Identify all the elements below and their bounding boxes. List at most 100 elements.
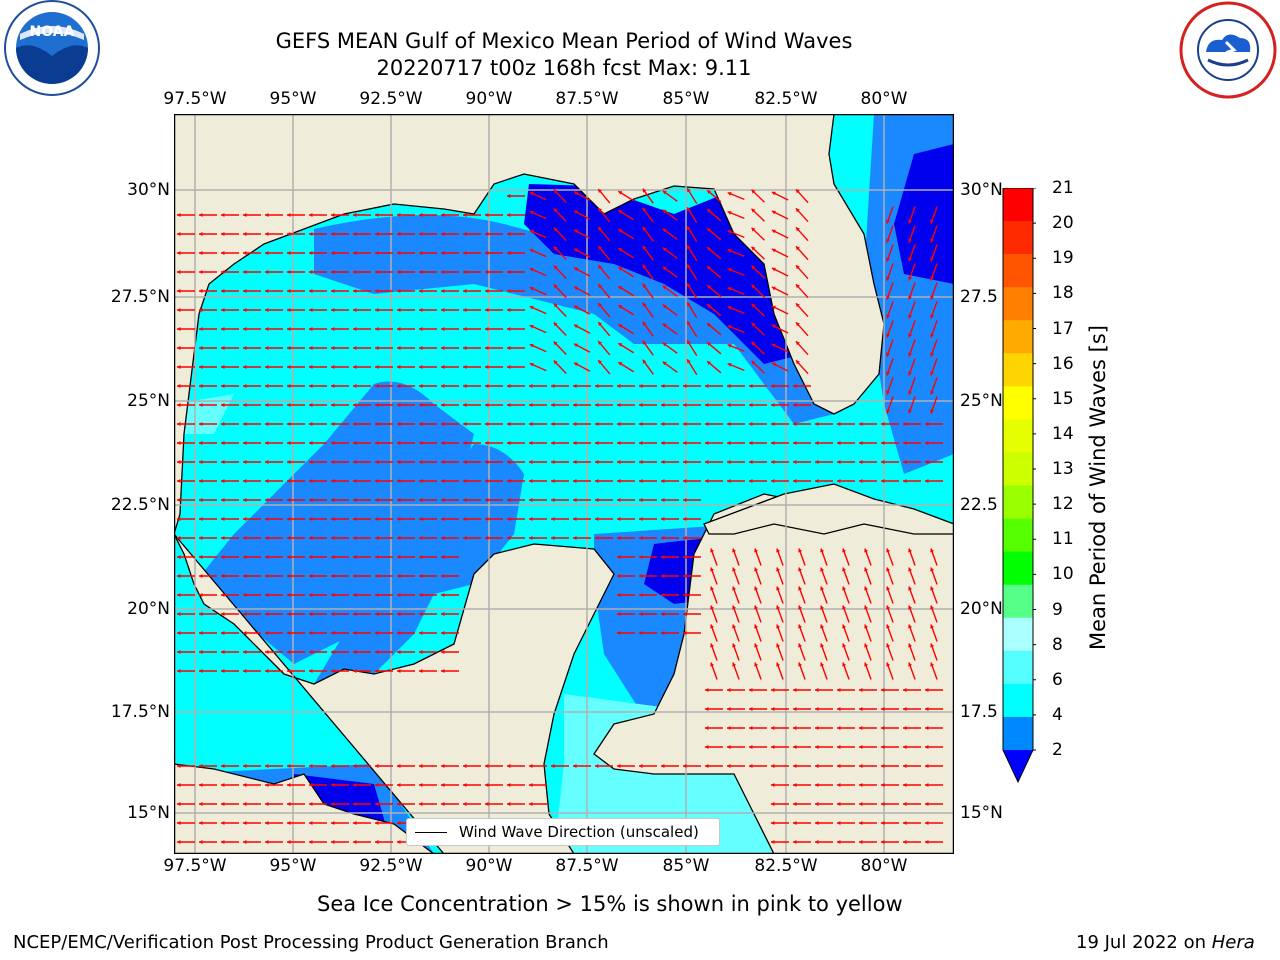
legend-line-sample [415,831,447,833]
direction-arrow [287,231,305,237]
direction-arrow [617,247,635,259]
direction-arrow [903,478,921,484]
direction-arrow [639,630,657,636]
direction-arrow [661,554,679,560]
colorbar-tick: 4 [1052,704,1063,725]
direction-arrow [177,212,195,218]
direction-arrow [309,478,327,484]
lon-tick-top: 95°W [269,89,317,109]
direction-arrow [243,269,261,275]
direction-arrow [837,421,855,427]
direction-arrow [397,269,415,275]
direction-arrow [265,231,283,237]
direction-arrow [397,649,415,655]
direction-arrow [727,210,745,220]
direction-arrow [221,364,239,370]
direction-arrow [331,573,349,579]
direction-arrow [925,478,943,484]
direction-arrow [639,383,657,389]
direction-arrow [686,282,698,300]
direction-arrow [642,302,654,318]
direction-arrow [331,535,349,541]
direction-arrow [642,226,654,242]
direction-arrow [441,364,459,370]
direction-arrow [837,725,855,731]
colorbar-segment [1003,353,1033,387]
direction-arrow [842,548,850,566]
direction-arrow [375,611,393,617]
direction-arrow [661,573,679,579]
lat-tick-right: 27.5 [960,287,998,307]
direction-arrow [661,459,679,465]
direction-arrow [662,285,678,297]
direction-arrow [199,573,217,579]
direction-arrow [573,248,591,258]
direction-arrow [529,421,547,427]
direction-arrow [463,478,481,484]
direction-arrow [287,421,305,427]
direction-arrow [265,839,283,845]
direction-arrow [749,725,767,731]
lat-tick-left: 17.5°N [110,702,170,722]
direction-arrow [771,248,789,258]
direction-arrow [639,535,657,541]
direction-arrow [886,662,894,680]
direction-arrow [507,212,525,218]
direction-arrow [353,592,371,598]
direction-arrow [375,497,393,503]
direction-arrow [463,801,481,807]
direction-arrow [265,763,283,769]
direction-arrow [595,535,613,541]
direction-arrow [265,212,283,218]
direction-arrow [331,231,349,237]
direction-arrow [529,801,547,807]
direction-arrow [754,548,762,566]
direction-arrow [375,782,393,788]
direction-arrow [331,269,349,275]
direction-arrow [751,189,765,203]
direction-arrow [771,459,789,465]
colorbar-label: Mean Period of Wind Waves [s] [1086,325,1110,650]
direction-arrow [265,820,283,826]
direction-arrow [287,839,305,845]
direction-arrow [771,839,789,845]
direction-arrow [706,246,722,260]
direction-arrow [930,282,938,300]
direction-arrow [798,624,806,642]
footer-host: Hera [1211,932,1255,953]
direction-arrow [754,567,762,585]
colorbar-tick: 11 [1052,529,1074,550]
direction-arrow [199,497,217,503]
direction-arrow [287,516,305,522]
direction-arrow [553,189,567,203]
direction-arrow [221,497,239,503]
direction-arrow [265,250,283,256]
direction-arrow [243,668,261,674]
direction-arrow [463,421,481,427]
direction-arrow [642,340,654,356]
direction-arrow [683,440,701,446]
direction-arrow [925,744,943,750]
lon-tick-top: 82.5°W [754,89,818,109]
colorbar-tick: 20 [1052,213,1074,234]
colorbar-segment [1003,518,1033,553]
sea-ice-note: Sea Ice Concentration > 15% is shown in … [317,892,903,916]
direction-arrow [686,301,698,319]
direction-arrow [642,264,654,280]
direction-arrow [683,478,701,484]
direction-arrow [331,516,349,522]
direction-arrow [754,586,762,604]
direction-arrow [793,421,811,427]
direction-arrow [595,421,613,427]
direction-arrow [287,250,305,256]
direction-arrow [441,478,459,484]
direction-arrow [331,611,349,617]
direction-arrow [441,573,459,579]
direction-arrow [221,782,239,788]
direction-arrow [353,364,371,370]
direction-arrow [177,421,195,427]
direction-arrow [397,611,415,617]
direction-arrow [309,801,327,807]
direction-arrow [798,662,806,680]
direction-arrow [309,668,327,674]
